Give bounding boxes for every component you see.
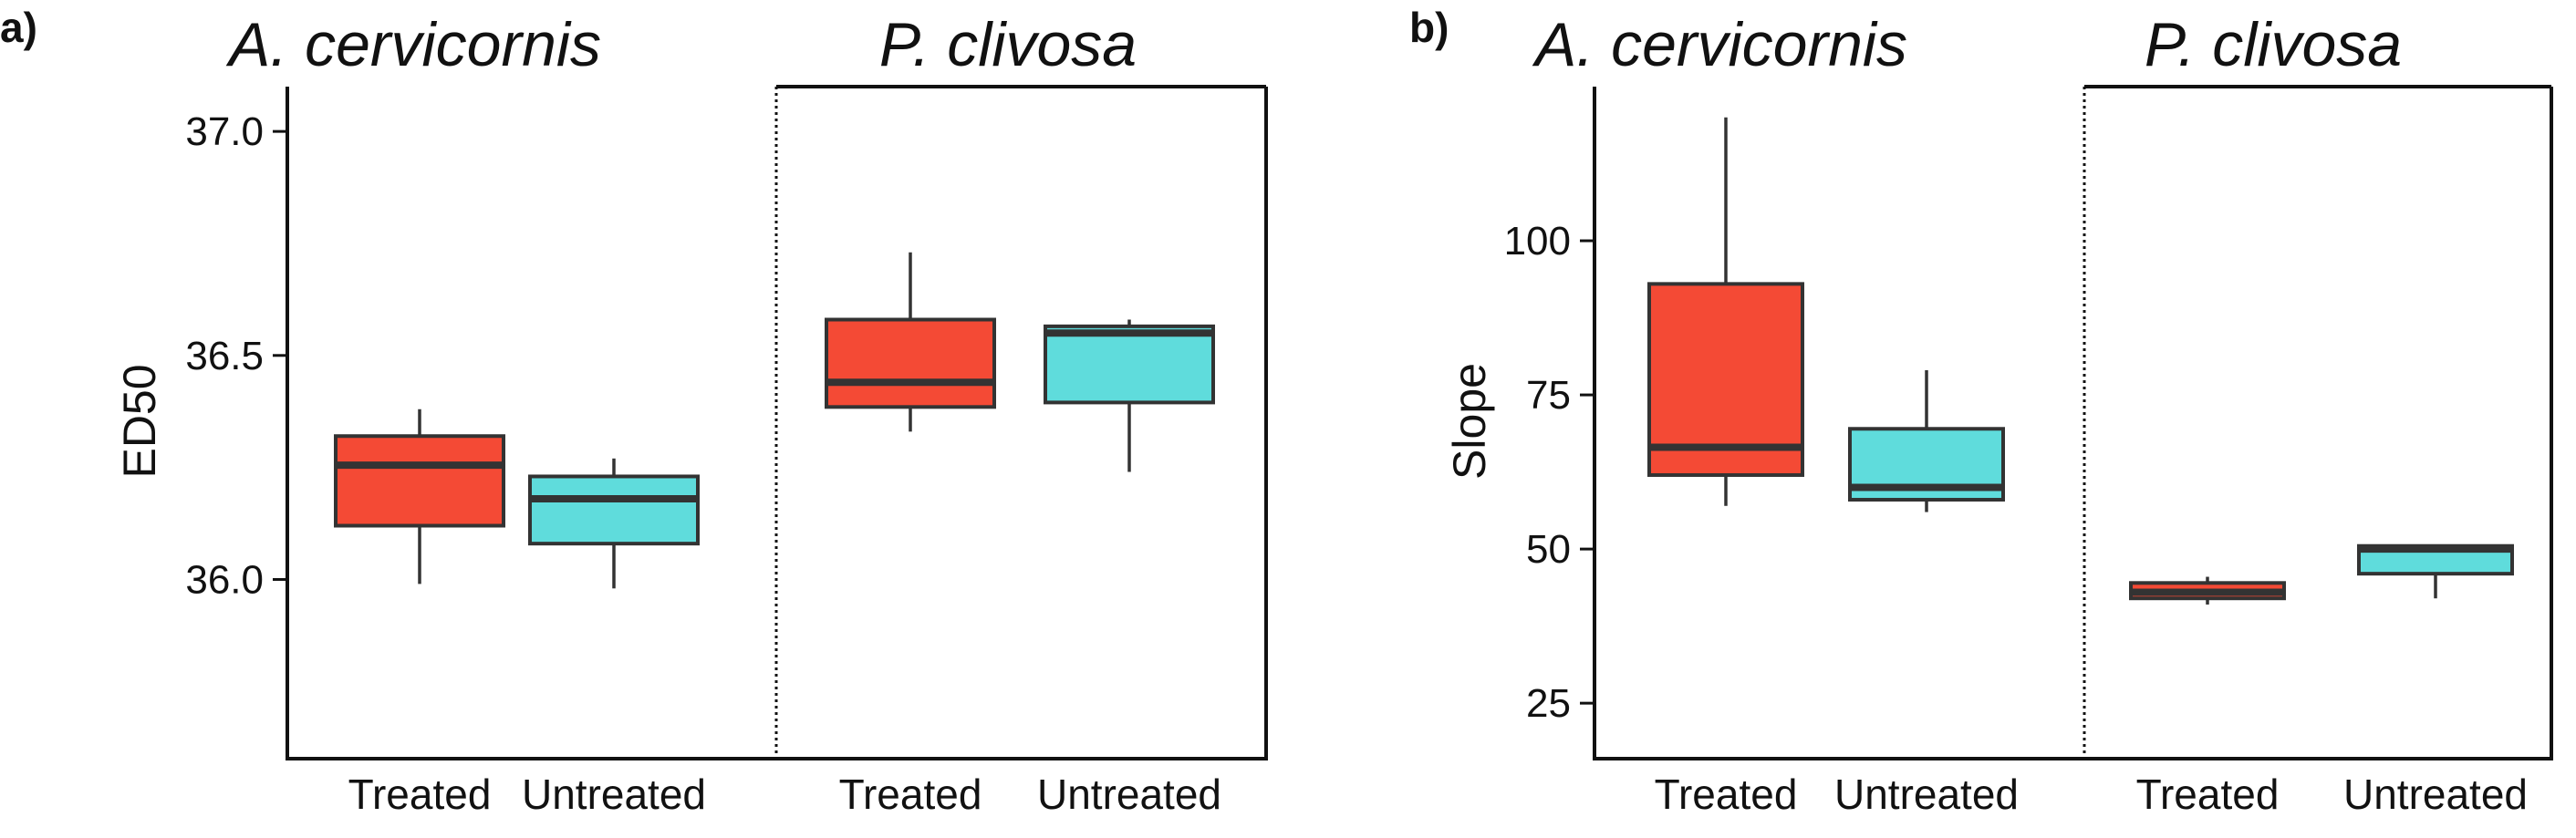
panel-b-category-label: Untreated [1834,771,2019,818]
panel-a-category-label: Treated [839,771,982,818]
panel-a-y-axis-title: ED50 [114,364,165,478]
panel-a-label: a) [0,4,37,51]
panel-b-box-untreated [1848,370,2005,512]
panel-b: b) A. cervicornis P. clivosa Slope 25 50 7… [1409,4,2553,818]
panel-a-category-label: Untreated [522,771,706,818]
panel-a-boxes [334,252,1215,589]
panel-b-box-treated [1647,117,1804,506]
panel-a-category-label: Treated [348,771,492,818]
panel-b-frame [1593,85,2553,760]
panel-a-y-tick-label: 36.0 [185,557,264,602]
panel-b-species-2-title: P. clivosa [2145,10,2402,79]
panel-a-category-label: Untreated [1037,771,1221,818]
panel-a-y-tick-label: 37.0 [185,109,264,154]
panel-b-category-label: Treated [2136,771,2280,818]
panel-a-y-tick-label: 36.5 [185,334,264,378]
panel-b-category-labels: Treated Untreated Treated Untreated [1655,771,2528,818]
panel-b-category-label: Treated [1655,771,1798,818]
panel-a-box-untreated [1044,319,1215,472]
panel-b-y-ticks: 25 50 75 100 [1504,219,1594,726]
panel-b-boxes [1647,117,2514,605]
panel-b-y-tick-label: 75 [1526,373,1571,418]
panel-b-y-axis-title: Slope [1444,363,1495,480]
panel-a-box-treated [334,409,505,585]
panel-b-box-treated [2129,576,2286,605]
panel-b-y-tick-label: 25 [1526,681,1571,726]
panel-b-label: b) [1409,4,1449,51]
iqr-box [528,474,700,546]
panel-b-box-untreated [2357,543,2514,599]
panel-b-species-1-title: A. cervicornis [1532,10,1907,79]
panel-a-y-ticks: 36.0 36.5 37.0 [185,109,287,602]
panel-a-species-1-title: A. cervicornis [225,10,601,79]
panel-a: a) A. cervicornis P. clivosa ED50 36.036… [0,4,1268,818]
panel-b-y-tick-label: 50 [1526,527,1571,572]
panel-a-category-labels: Treated Untreated Treated Untreated [348,771,1221,818]
iqr-box [1044,324,1215,405]
panel-a-box-untreated [528,458,700,589]
panel-a-box-treated [825,252,996,432]
panel-a-frame [286,85,1268,760]
iqr-box [334,434,505,528]
panel-a-species-2-title: P. clivosa [879,10,1137,79]
iqr-box [1647,282,1804,477]
iqr-box [825,317,996,409]
panel-b-category-label: Untreated [2343,771,2528,818]
panel-b-y-tick-label: 100 [1504,219,1571,264]
